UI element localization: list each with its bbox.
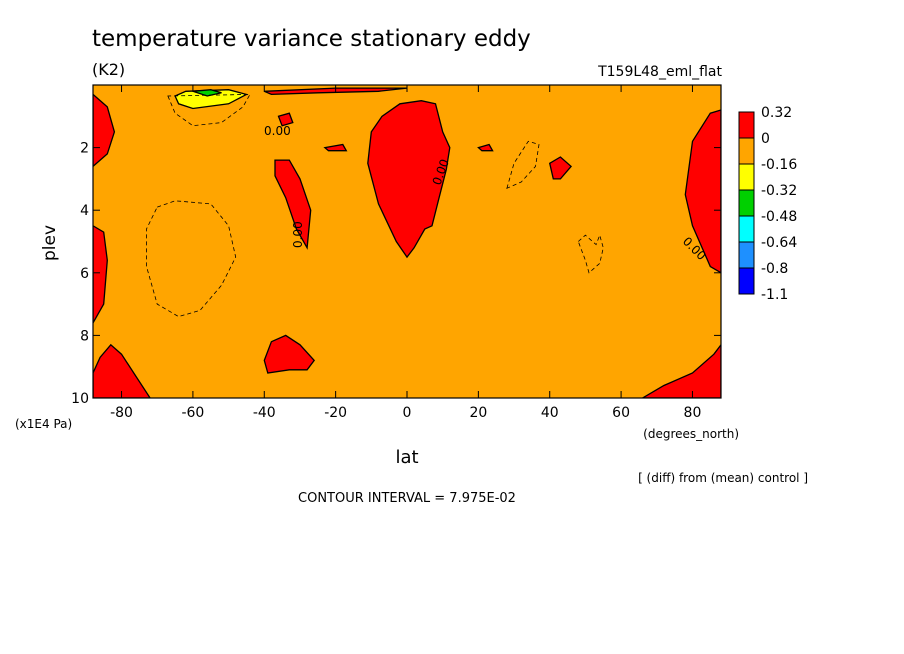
y-tick-label: 8 <box>80 328 89 344</box>
contour-region <box>274 159 312 250</box>
contour-region <box>367 100 451 259</box>
dashed-contour <box>146 200 237 318</box>
contour-regions <box>93 87 721 398</box>
x-tick-label: 40 <box>541 405 559 421</box>
x-units-label: (degrees_north) <box>643 427 739 441</box>
dashed-contours <box>146 93 604 318</box>
dashed-contour <box>577 233 604 274</box>
contour-region <box>548 156 573 180</box>
colorbar-swatch <box>738 189 755 217</box>
x-axis: -80 -60 -40 -20 0 20 40 60 80 <box>110 85 701 421</box>
colorbar-label: 0.32 <box>761 105 792 121</box>
colorbar-swatch <box>738 163 755 191</box>
colorbar-swatch <box>738 137 755 165</box>
y-units-label: (x1E4 Pa) <box>15 417 72 431</box>
contour-label: 0.00 <box>291 221 305 248</box>
contour-region <box>263 334 316 374</box>
x-tick-label: -80 <box>110 405 133 421</box>
x-tick-label: 20 <box>469 405 487 421</box>
colorbar-label: -0.48 <box>761 209 797 225</box>
y-tick-label: 2 <box>80 141 89 157</box>
x-tick-label: 0 <box>403 405 412 421</box>
contour-region <box>93 343 151 398</box>
contour-region <box>684 109 721 274</box>
x-tick-label: 60 <box>612 405 630 421</box>
x-axis-label: lat <box>395 447 418 468</box>
colorbar-label: -1.1 <box>761 287 788 303</box>
colorbar-swatch <box>738 267 755 295</box>
contour-region <box>93 225 108 325</box>
x-tick-label: -20 <box>324 405 347 421</box>
x-tick-label: -40 <box>253 405 276 421</box>
contour-label: 0.00 <box>264 124 291 138</box>
colorbar-swatch <box>738 241 755 269</box>
contour-region <box>477 143 494 152</box>
contour-region <box>641 343 721 398</box>
x-tick-label: 80 <box>684 405 702 421</box>
colorbar: 0.32 0 -0.16 -0.32 -0.48 -0.64 -0.8 -1.1 <box>738 105 797 303</box>
y-tick-label: 4 <box>80 203 89 219</box>
contour-region <box>192 89 222 97</box>
run-label: T159L48_eml_flat <box>597 64 722 80</box>
y-tick-label: 6 <box>80 266 89 282</box>
colorbar-label: -0.8 <box>761 261 788 277</box>
colorbar-label: -0.16 <box>761 157 797 173</box>
contour-interval: CONTOUR INTERVAL = 7.975E-02 <box>298 491 516 506</box>
dashed-contour <box>506 140 540 190</box>
footnote: [ (diff) from (mean) control ] <box>638 471 808 485</box>
units-label: (K2) <box>92 60 125 79</box>
y-tick-label: 10 <box>71 391 89 407</box>
chart-title: temperature variance stationary eddy <box>92 26 531 52</box>
contour-region <box>277 112 294 127</box>
y-axis: 2 4 6 8 10 <box>71 141 721 407</box>
x-tick-label: -60 <box>181 405 204 421</box>
colorbar-label: -0.32 <box>761 183 797 199</box>
contour-region <box>93 93 116 168</box>
colorbar-swatch <box>738 215 755 243</box>
colorbar-label: -0.64 <box>761 235 797 251</box>
y-axis-label: plev <box>40 225 60 261</box>
contour-region <box>323 143 348 152</box>
colorbar-swatch <box>738 111 755 139</box>
colorbar-label: 0 <box>761 131 770 147</box>
